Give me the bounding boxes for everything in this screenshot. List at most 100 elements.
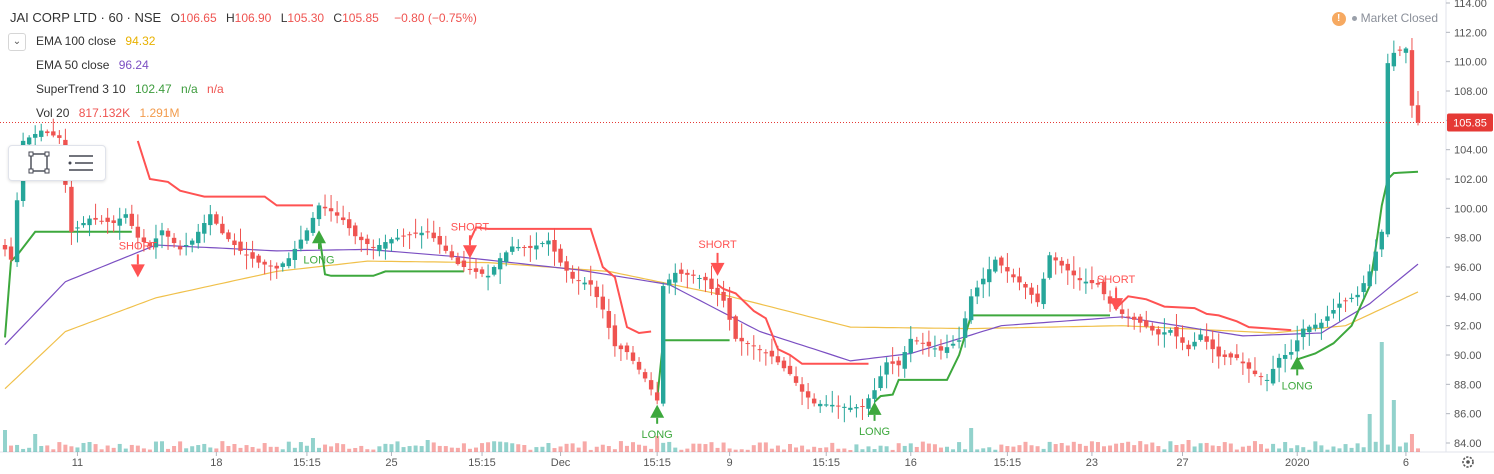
candle-body <box>878 376 883 389</box>
indicator-supertrend[interactable]: SuperTrend 3 10 102.47 n/a n/a <box>36 82 230 96</box>
gear-icon[interactable] <box>1462 456 1474 468</box>
price-axis[interactable] <box>1446 0 1494 452</box>
candle-body <box>99 220 104 222</box>
candle-body <box>159 230 165 236</box>
volume-bar <box>51 449 56 452</box>
candle-body <box>1005 267 1010 272</box>
long-signal-label: LONG <box>1282 380 1313 392</box>
candle-body <box>1107 296 1113 304</box>
candle-body <box>479 269 485 274</box>
candle-body <box>721 291 726 301</box>
rectangle-select-icon[interactable] <box>23 150 55 176</box>
candle-body <box>1222 354 1227 357</box>
volume-bar <box>715 447 720 452</box>
candle-body <box>183 245 189 246</box>
volume-bar <box>1367 414 1372 452</box>
volume-bar <box>63 444 68 452</box>
volume-bar <box>631 442 635 452</box>
volume-bar <box>999 444 1004 452</box>
candle-body <box>1180 337 1185 343</box>
volume-bar <box>969 428 974 452</box>
short-signal-arrow <box>130 264 145 278</box>
low-label: L <box>280 11 288 25</box>
candle-body <box>968 296 974 321</box>
candle-body <box>974 287 980 297</box>
volume-bar <box>141 448 146 452</box>
candle-body <box>1035 293 1040 303</box>
candle-body <box>848 407 853 410</box>
candle-body <box>105 217 110 222</box>
chevron-down-icon[interactable]: ⌄ <box>8 33 26 51</box>
supertrend-up-line <box>1296 170 1419 361</box>
candle-body <box>1234 354 1240 358</box>
volume-bar <box>135 445 140 452</box>
volume-bar <box>498 441 503 452</box>
indicator-ema100[interactable]: EMA 100 close 94.32 <box>36 34 161 48</box>
volume-bar <box>178 441 183 452</box>
candle-body <box>691 274 696 276</box>
candle-body <box>793 376 799 383</box>
candle-body <box>196 231 201 244</box>
volume-bar <box>389 444 394 452</box>
volume-bar <box>836 448 841 452</box>
volume-bar <box>1065 445 1070 452</box>
volume-bar <box>1102 446 1106 452</box>
volume-bar <box>522 445 527 452</box>
candle-body <box>660 286 666 404</box>
volume-bar <box>733 449 738 452</box>
volume-bar <box>353 447 358 452</box>
volume-bar <box>304 445 309 452</box>
candle-body <box>292 248 298 260</box>
candle-body <box>165 230 171 237</box>
candle-body <box>316 205 322 220</box>
candle-body <box>280 263 285 267</box>
candle-body <box>1125 316 1131 318</box>
candle-body <box>256 255 261 263</box>
volume-bar <box>371 449 376 452</box>
supertrend-up-line <box>318 233 464 277</box>
indicator-ema50[interactable]: EMA 50 close 96.24 <box>36 58 155 72</box>
volume-bar <box>1222 442 1227 452</box>
candle-body <box>763 352 769 354</box>
volume-bar <box>781 449 786 452</box>
candle-body <box>624 345 630 353</box>
volume-bar <box>1005 446 1010 452</box>
volume-bar <box>407 446 412 452</box>
candle-body <box>322 206 328 209</box>
candle-body <box>1029 287 1034 295</box>
indicator-volume[interactable]: Vol 20 817.132K 1.291M <box>36 106 185 120</box>
candle-body <box>956 340 962 342</box>
indicator-value: 94.32 <box>125 34 156 48</box>
indicator-name: EMA 50 close <box>36 58 110 72</box>
candle-body <box>1264 379 1270 381</box>
volume-bar <box>202 443 207 452</box>
object-tree-icon[interactable] <box>65 150 97 176</box>
volume-bar <box>480 443 485 452</box>
volume-bar <box>474 447 478 452</box>
volume-bar <box>45 445 50 452</box>
candle-body <box>395 237 400 240</box>
volume-bar <box>317 447 321 452</box>
volume-bar <box>1053 444 1058 452</box>
candle-body <box>1361 283 1366 293</box>
x-tick-label: 11 <box>72 457 83 469</box>
candle-body <box>1258 376 1264 378</box>
candle-body <box>564 261 569 271</box>
volume-bar <box>21 448 26 452</box>
y-tick-label: 84.00 <box>1454 438 1482 450</box>
y-tick-label: 96.00 <box>1454 262 1482 274</box>
volume-bar <box>1361 447 1366 452</box>
candle-body <box>534 245 539 250</box>
candle-body <box>522 246 527 248</box>
candle-body <box>226 232 231 240</box>
volume-bar <box>172 446 177 452</box>
ema50-line <box>4 244 1419 362</box>
volume-bar <box>1156 446 1161 452</box>
indicator-name: SuperTrend 3 10 <box>36 82 126 96</box>
volume-bar <box>93 444 98 452</box>
candle-body <box>413 232 418 234</box>
indicator-value: n/a <box>207 82 224 96</box>
volume-bar <box>3 430 7 452</box>
volume-bar <box>486 442 491 452</box>
